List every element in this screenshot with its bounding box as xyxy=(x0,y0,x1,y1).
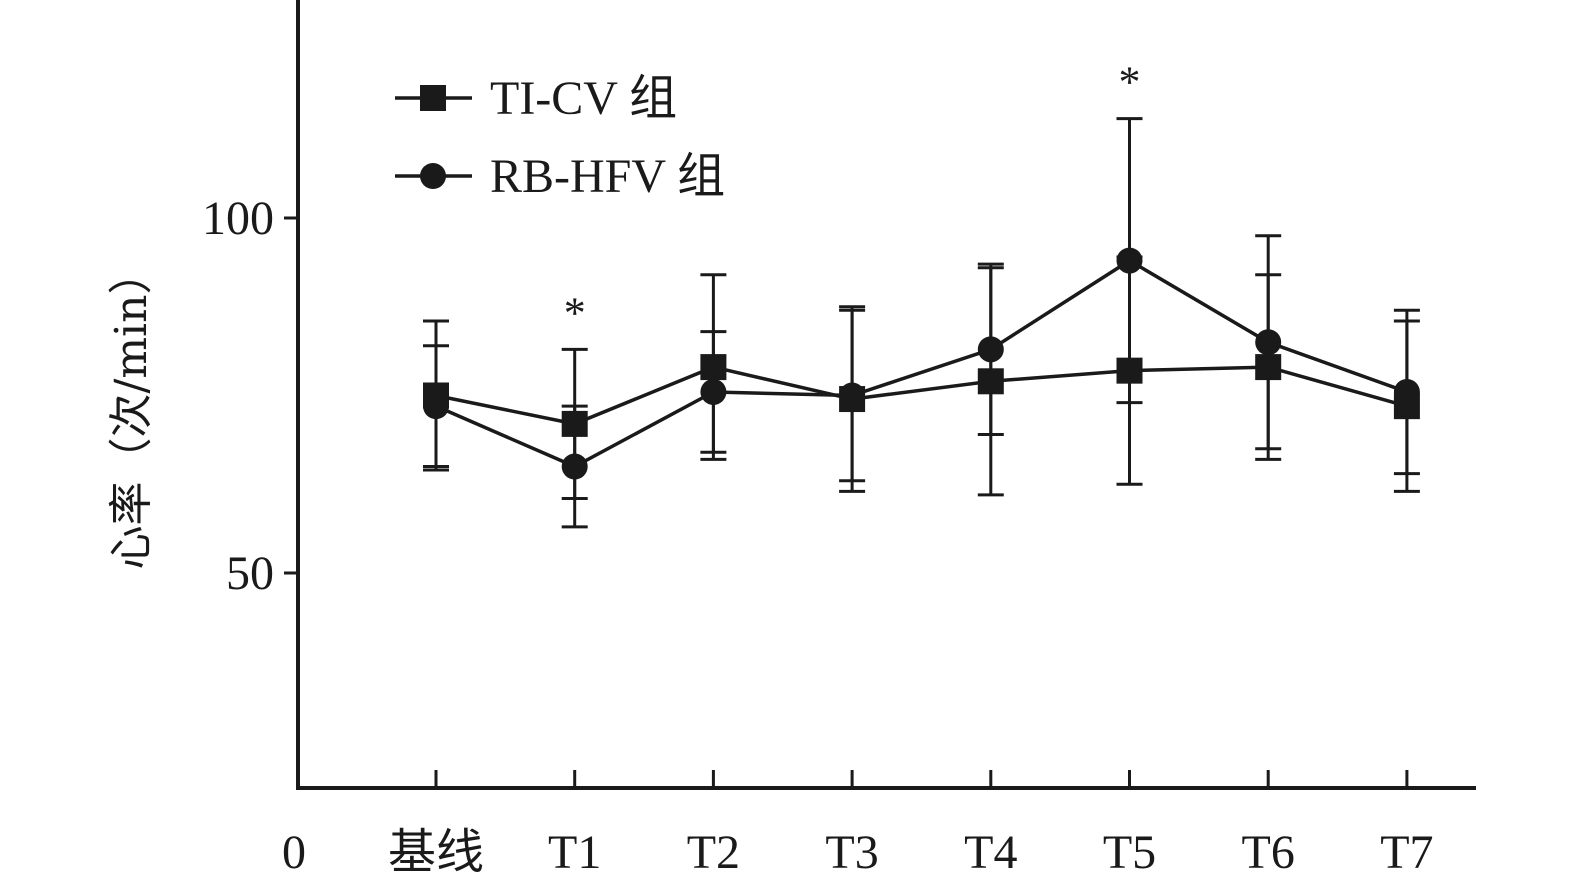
axes: 50 100 0 基线 T1 T2 T3 T4 T5 T6 T7 xyxy=(202,0,1476,879)
x-origin-label: 0 xyxy=(282,826,306,879)
x-tick-label: T7 xyxy=(1380,826,1433,879)
data-point xyxy=(977,336,1004,363)
legend-label: TI-CV 组 xyxy=(490,72,677,125)
x-tick-label: T4 xyxy=(964,826,1017,879)
x-tick-label: 基线 xyxy=(388,826,484,879)
data-point xyxy=(700,378,727,405)
x-tick-label: T6 xyxy=(1242,826,1295,879)
legend: TI-CV 组 RB-HFV 组 xyxy=(395,72,725,203)
data-point xyxy=(1255,329,1282,356)
series-rb-hfv xyxy=(423,117,1420,529)
series-layer: ** xyxy=(423,58,1420,529)
series-line xyxy=(435,258,1408,469)
data-point xyxy=(1393,378,1420,405)
legend-marker xyxy=(420,163,446,189)
legend-item: TI-CV 组 xyxy=(395,72,677,125)
legend-label: RB-HFV 组 xyxy=(490,150,725,203)
data-point xyxy=(561,453,588,480)
y-tick-label: 50 xyxy=(226,547,274,600)
data-point xyxy=(839,382,866,409)
significance-marker: * xyxy=(1119,58,1141,107)
data-point xyxy=(1116,247,1143,274)
x-tick-label: T2 xyxy=(687,826,740,879)
series-line xyxy=(435,365,1408,426)
x-tick-label: T5 xyxy=(1103,826,1156,879)
legend-item: RB-HFV 组 xyxy=(395,150,725,203)
y-axis-title: 心率（次/min） xyxy=(106,251,157,570)
x-tick-label: T3 xyxy=(825,826,878,879)
x-tick-label: T1 xyxy=(548,826,601,879)
y-tick-label: 100 xyxy=(202,192,274,245)
data-point xyxy=(423,393,449,420)
legend-marker xyxy=(420,85,446,111)
significance-marker: * xyxy=(564,288,586,337)
